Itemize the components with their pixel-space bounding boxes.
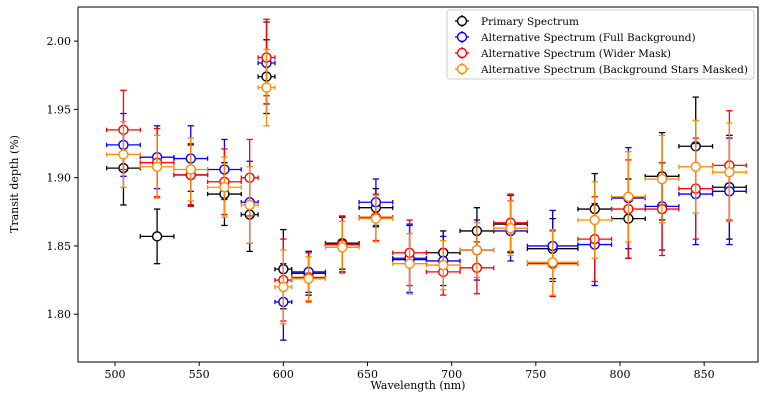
x-tick-label: 700	[441, 368, 462, 381]
legend-entry: Alternative Spectrum (Full Background)	[455, 31, 696, 44]
data-point	[392, 233, 428, 295]
legend-swatch-marker	[456, 63, 468, 75]
data-point	[173, 137, 209, 202]
data-point	[139, 208, 175, 265]
legend-entry: Alternative Spectrum (Wider Mask)	[455, 47, 671, 60]
x-tick-label: 750	[525, 368, 546, 381]
data-marker	[623, 191, 634, 202]
x-axis-label: Wavelength (nm)	[371, 379, 466, 392]
data-marker	[589, 214, 600, 226]
data-marker	[337, 242, 348, 253]
data-marker	[438, 259, 449, 271]
data-marker	[118, 149, 129, 160]
legend-label: Primary Spectrum	[481, 16, 579, 28]
legend-label: Alternative Spectrum (Background Stars M…	[480, 64, 748, 76]
plot-frame	[77, 6, 759, 363]
series-1	[105, 39, 747, 310]
x-tick-label: 500	[105, 368, 126, 381]
data-point	[274, 249, 293, 325]
data-marker	[244, 199, 255, 211]
data-point	[425, 239, 461, 291]
x-tick-label: 600	[273, 368, 294, 381]
data-point	[291, 256, 327, 302]
y-tick-label: 2.00	[47, 35, 72, 48]
x-tick-label: 850	[694, 368, 715, 381]
legend-label: Alternative Spectrum (Wider Mask)	[480, 48, 671, 60]
data-marker	[724, 167, 735, 178]
data-point	[206, 156, 242, 218]
data-marker	[151, 231, 163, 242]
legend-swatch-marker	[456, 47, 468, 59]
data-point	[324, 220, 360, 274]
legend-label: Alternative Spectrum (Full Background)	[480, 32, 696, 44]
data-marker	[303, 273, 314, 284]
data-marker	[547, 257, 558, 268]
data-marker	[471, 244, 483, 256]
legend-entry: Alternative Spectrum (Background Stars M…	[455, 63, 748, 76]
data-point	[459, 222, 495, 278]
data-point	[610, 151, 646, 243]
data-point	[240, 166, 259, 244]
legend-swatch-marker	[456, 15, 468, 27]
data-point	[644, 134, 680, 224]
data-point	[257, 48, 276, 127]
data-marker	[404, 258, 415, 269]
data-point	[358, 194, 394, 243]
x-tick-label: 550	[189, 368, 210, 381]
legend-frame	[446, 9, 755, 80]
data-marker	[261, 82, 272, 93]
legend-entry: Primary Spectrum	[455, 15, 579, 28]
series-4	[105, 48, 747, 325]
data-point	[678, 119, 714, 214]
x-tick-label: 800	[609, 368, 630, 381]
data-point	[139, 134, 175, 199]
x-tick-label: 650	[357, 368, 378, 381]
legend-swatch-marker	[456, 31, 468, 43]
data-point	[105, 121, 141, 188]
y-tick-label: 1.90	[47, 172, 72, 185]
y-tick-label: 1.85	[47, 240, 72, 253]
legend: Primary Spectrum Alternative Spectrum (Fu…	[446, 9, 755, 80]
data-marker	[151, 161, 163, 172]
data-point	[577, 181, 613, 259]
y-tick-label: 1.80	[47, 308, 72, 321]
data-point	[493, 200, 529, 257]
data-marker	[278, 281, 289, 293]
y-tick-label: 1.95	[47, 103, 72, 116]
data-point	[526, 228, 579, 296]
data-marker	[219, 182, 230, 193]
y-axis-label: Transit depth (%)	[8, 135, 21, 233]
data-marker	[505, 222, 516, 234]
data-point	[711, 122, 747, 223]
data-marker	[185, 164, 196, 175]
data-marker	[656, 173, 668, 185]
data-marker	[370, 213, 382, 224]
data-marker	[690, 161, 701, 172]
